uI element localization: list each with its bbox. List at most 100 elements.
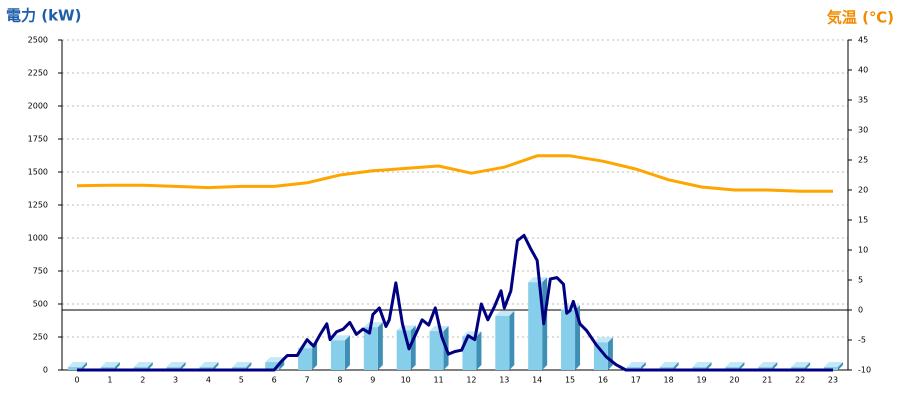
line <box>76 154 833 193</box>
bar-face <box>396 325 416 331</box>
x-tick-label: 6 <box>272 376 277 385</box>
bar-face <box>133 362 153 367</box>
bar <box>495 310 515 370</box>
bar-face <box>232 362 252 367</box>
y-tick-label: 0 <box>43 366 48 375</box>
bar-face <box>330 335 350 341</box>
y2-tick-label: 35 <box>858 96 868 105</box>
bar-face <box>495 310 515 316</box>
bar-face <box>673 362 679 370</box>
x-tick-label: 8 <box>337 376 342 385</box>
x-tick-label: 2 <box>140 376 145 385</box>
y2-tick-label: 20 <box>858 186 868 195</box>
bar-face <box>312 343 318 370</box>
bar <box>396 325 416 370</box>
bar-face <box>640 362 646 370</box>
bar-face <box>213 362 219 370</box>
y2-tick-label: 30 <box>858 126 868 135</box>
bar-face <box>791 362 811 367</box>
bar-face <box>805 362 811 370</box>
bar-face <box>593 337 613 343</box>
bar-face <box>838 362 843 370</box>
y-tick-label: 2250 <box>28 69 48 78</box>
y-tick-label: 2500 <box>28 36 48 45</box>
bar-face <box>166 362 186 367</box>
bar-face <box>692 362 712 367</box>
bar-face <box>758 362 778 367</box>
x-tick-label: 3 <box>173 376 178 385</box>
y-tick-label: 500 <box>33 300 48 309</box>
x-tick-label: 4 <box>206 376 211 385</box>
y-tick-label: 1250 <box>28 201 48 210</box>
x-tick-label: 13 <box>499 376 509 385</box>
bar-face <box>429 331 444 370</box>
bar-face <box>706 362 712 370</box>
bar-face <box>100 362 120 367</box>
x-tick-label: 11 <box>433 376 443 385</box>
y2-tick-label: -5 <box>858 336 866 345</box>
x-tick-label: 10 <box>401 376 411 385</box>
bar-face <box>739 362 745 370</box>
y2-tick-label: 10 <box>858 246 868 255</box>
bar-face <box>495 315 510 370</box>
bar-face <box>593 342 608 370</box>
chart-title: 電力 (kW) <box>6 7 81 25</box>
y-tick-label: 750 <box>33 267 48 276</box>
bar-face <box>528 282 543 370</box>
bar-face <box>561 309 576 370</box>
x-tick-label: 0 <box>74 376 79 385</box>
y-tick-label: 250 <box>33 333 48 342</box>
bar-face <box>377 322 383 370</box>
bar-face <box>246 362 252 370</box>
y2-tick-label: 45 <box>858 36 868 45</box>
bar-face <box>344 335 350 370</box>
y-tick-label: 1000 <box>28 234 48 243</box>
bar-face <box>509 310 515 370</box>
bar-face <box>476 331 482 370</box>
bar-face <box>772 362 778 370</box>
y-tick-label: 1500 <box>28 168 48 177</box>
bar-face <box>330 340 345 370</box>
x-tick-label: 7 <box>305 376 310 385</box>
bar-face <box>147 362 153 370</box>
x-tick-label: 18 <box>664 376 674 385</box>
bar-face <box>659 362 679 367</box>
y2-tick-label: 5 <box>858 276 863 285</box>
y2-tick-label: 25 <box>858 156 868 165</box>
x-tick-label: 14 <box>532 376 542 385</box>
y2-tick-label: 15 <box>858 216 868 225</box>
bar-face <box>607 337 613 370</box>
x-tick-label: 20 <box>729 376 739 385</box>
y-tick-label: 2000 <box>28 102 48 111</box>
y-tick-label: 1750 <box>28 135 48 144</box>
bar-face <box>68 362 87 367</box>
x-tick-label: 15 <box>565 376 575 385</box>
y2-tick-label: 40 <box>858 66 868 75</box>
bar-face <box>363 327 378 370</box>
x-tick-label: 1 <box>107 376 112 385</box>
bar-face <box>68 367 82 370</box>
x-tick-label: 9 <box>370 376 375 385</box>
bar-face <box>824 362 843 367</box>
x-tick-label: 16 <box>598 376 608 385</box>
bar-face <box>462 336 477 370</box>
bar <box>68 362 87 370</box>
bar-face <box>114 362 120 370</box>
x-tick-label: 23 <box>828 376 838 385</box>
bar-face <box>180 362 186 370</box>
y2-tick-label: 0 <box>858 306 863 315</box>
bar-face <box>725 362 745 367</box>
bar-face <box>298 348 313 370</box>
x-tick-label: 22 <box>795 376 805 385</box>
y2-tick-label: -10 <box>858 366 871 375</box>
bar-face <box>82 362 87 370</box>
bar-face <box>199 362 219 367</box>
line <box>77 233 833 372</box>
x-tick-label: 12 <box>466 376 476 385</box>
bar-face <box>626 362 646 367</box>
bar-face <box>265 362 280 370</box>
bar <box>330 335 350 370</box>
x-tick-label: 5 <box>239 376 244 385</box>
x-tick-label: 19 <box>696 376 706 385</box>
